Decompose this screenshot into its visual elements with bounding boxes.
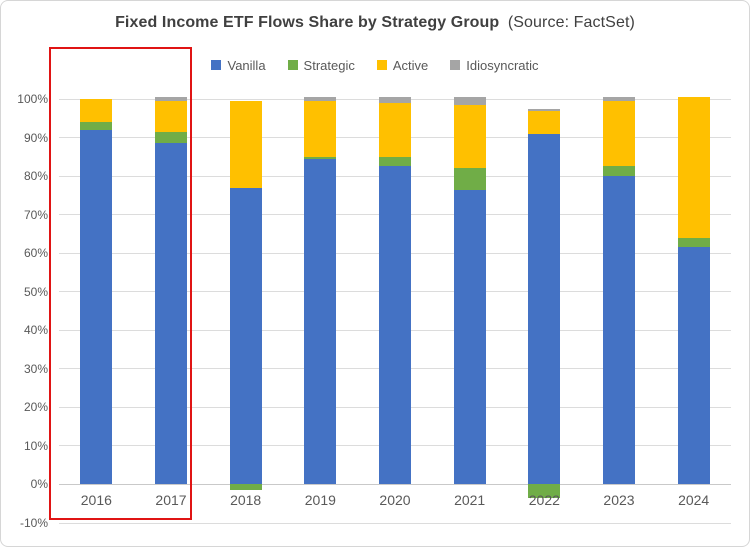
bar-2021-idiosyncratic — [453, 97, 486, 105]
y-tick-label-20%: 20% — [23, 400, 48, 415]
x-tick-label-2016: 2016 — [80, 492, 112, 509]
idiosyncratic-swatch-icon — [450, 60, 461, 70]
gridline--10% — [59, 522, 731, 524]
bar-2023-active — [603, 100, 635, 167]
active-swatch-icon — [376, 60, 387, 70]
bar-2021-vanilla — [453, 189, 486, 485]
bar-2019-idiosyncratic — [304, 97, 337, 101]
bar-2020-strategic — [379, 156, 411, 167]
bar-2017-active — [155, 100, 187, 132]
bar-2022-strategic — [528, 484, 561, 498]
bar-2022-vanilla — [528, 133, 561, 485]
x-tick-label-2024: 2024 — [678, 492, 710, 509]
bar-2024-active — [677, 97, 710, 238]
y-tick-label-80%: 80% — [23, 169, 48, 184]
bar-2023-strategic — [603, 166, 635, 177]
bar-2022-idiosyncratic — [528, 108, 561, 111]
bar-2020-active — [379, 102, 411, 157]
y-tick-label--10%: -10% — [19, 516, 48, 530]
y-tick-label-100%: 100% — [17, 92, 48, 106]
bar-2018-strategic — [229, 484, 262, 491]
bar-2019-strategic — [304, 156, 337, 159]
bar-2017-vanilla — [155, 143, 187, 485]
bar-2021-strategic — [453, 168, 486, 190]
bar-2020-vanilla — [379, 166, 411, 485]
gridline-0% — [59, 483, 731, 485]
x-tick-label-2019: 2019 — [304, 492, 336, 509]
bar-2018-active — [229, 100, 262, 188]
y-tick-label-0%: 0% — [30, 477, 48, 492]
bar-2016-strategic — [80, 122, 113, 130]
legend-item-vanilla: Vanilla — [211, 57, 266, 73]
y-tick-label-90%: 90% — [23, 130, 48, 145]
x-tick-label-2017: 2017 — [155, 492, 187, 509]
legend-item-idiosyncratic: Idiosyncratic — [450, 57, 539, 73]
bar-2021-active — [453, 104, 486, 169]
plot-area: 2016 2017 2018 2019 2020 2021 2022 2023 2024 — [59, 97, 731, 524]
y-tick-label-50%: 50% — [23, 284, 48, 299]
legend-label-strategic: Strategic — [303, 57, 355, 73]
bar-2024-strategic — [677, 237, 710, 248]
legend-label-idiosyncratic: Idiosyncratic — [466, 57, 539, 73]
legend-label-vanilla: Vanilla — [227, 57, 266, 73]
legend-item-strategic: Strategic — [287, 57, 355, 73]
bar-2020-idiosyncratic — [379, 97, 411, 103]
bar-2023-idiosyncratic — [603, 97, 635, 101]
y-tick-label-10%: 10% — [23, 438, 48, 453]
x-tick-label-2018: 2018 — [230, 492, 262, 509]
bar-2017-strategic — [155, 131, 187, 144]
chart-title: Fixed Income ETF Flows Share by Strategy… — [1, 14, 749, 32]
bar-2017-idiosyncratic — [155, 97, 187, 101]
bar-2016-active — [80, 99, 113, 123]
legend: Vanilla Strategic Active Idiosyncratic — [1, 57, 749, 73]
bar-2023-vanilla — [603, 176, 635, 485]
x-tick-label-2023: 2023 — [603, 492, 635, 509]
vanilla-swatch-icon — [211, 60, 222, 70]
bar-2019-active — [304, 100, 337, 157]
x-tick-label-2020: 2020 — [379, 492, 411, 509]
bar-2019-vanilla — [304, 158, 337, 485]
chart-title-main: Fixed Income ETF Flows Share by Strategy… — [115, 14, 500, 31]
bar-2018-vanilla — [229, 187, 262, 485]
bar-2022-active — [528, 110, 561, 134]
y-tick-label-70%: 70% — [23, 207, 48, 222]
bar-2016-vanilla — [80, 129, 113, 485]
bar-2024-vanilla — [677, 247, 710, 485]
y-tick-label-30%: 30% — [23, 361, 48, 376]
x-tick-label-2021: 2021 — [454, 492, 486, 509]
legend-label-active: Active — [392, 57, 429, 73]
x-tick-label-2022: 2022 — [528, 492, 560, 509]
legend-item-active: Active — [376, 57, 429, 73]
chart-title-source: (Source: FactSet) — [507, 14, 635, 31]
strategic-swatch-icon — [287, 60, 298, 70]
y-tick-label-60%: 60% — [23, 246, 48, 261]
y-tick-label-40%: 40% — [23, 323, 48, 338]
y-axis: 100% 90% 80% 70% 60% 50% 40% 30% 20% 10% 0% -10% — [1, 92, 51, 530]
